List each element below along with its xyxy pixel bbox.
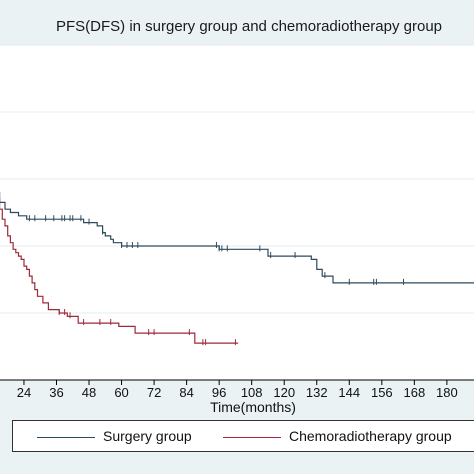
x-tick-label-96: 96 bbox=[212, 385, 226, 400]
chart-title: PFS(DFS) in surgery group and chemoradio… bbox=[55, 18, 443, 35]
plot-area bbox=[0, 45, 474, 380]
legend-item-surgery: Surgery group bbox=[37, 428, 192, 444]
legend-item-chemoradiotherapy: Chemoradiotherapy group bbox=[223, 428, 452, 444]
x-tick-label-120: 120 bbox=[273, 385, 295, 400]
x-tick-label-132: 132 bbox=[306, 385, 328, 400]
legend-swatch-surgery bbox=[37, 436, 95, 438]
x-tick-label-84: 84 bbox=[179, 385, 193, 400]
series-line-1 bbox=[0, 198, 239, 344]
series-line-0 bbox=[0, 191, 474, 284]
x-tick-label-60: 60 bbox=[114, 385, 128, 400]
legend-label-chemoradiotherapy: Chemoradiotherapy group bbox=[289, 428, 452, 444]
x-tick-label-108: 108 bbox=[241, 385, 263, 400]
legend-swatch-chemoradiotherapy bbox=[223, 436, 281, 438]
x-tick-label-156: 156 bbox=[371, 385, 393, 400]
x-tick-label-144: 144 bbox=[338, 385, 360, 400]
x-tick-label-72: 72 bbox=[147, 385, 161, 400]
x-tick-label-24: 24 bbox=[17, 385, 31, 400]
x-axis-label: Time(months) bbox=[210, 399, 296, 415]
x-tick-label-48: 48 bbox=[82, 385, 96, 400]
x-tick-label-168: 168 bbox=[404, 385, 426, 400]
x-tick-label-180: 180 bbox=[436, 385, 458, 400]
legend-label-surgery: Surgery group bbox=[103, 428, 192, 444]
legend: Surgery group Chemoradiotherapy group bbox=[12, 420, 474, 452]
x-tick-label-36: 36 bbox=[49, 385, 63, 400]
